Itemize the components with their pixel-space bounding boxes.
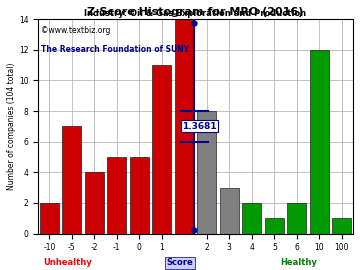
Bar bbox=[220, 188, 239, 234]
Bar bbox=[85, 172, 104, 234]
Text: The Research Foundation of SUNY: The Research Foundation of SUNY bbox=[41, 45, 189, 54]
Text: 1.3681: 1.3681 bbox=[182, 122, 217, 131]
Text: Score: Score bbox=[167, 258, 193, 267]
Bar bbox=[265, 218, 284, 234]
Text: ©www.textbiz.org: ©www.textbiz.org bbox=[41, 26, 111, 35]
Bar bbox=[175, 19, 194, 234]
Title: Z-Score Histogram for MRO (2016): Z-Score Histogram for MRO (2016) bbox=[87, 7, 304, 17]
Bar bbox=[287, 203, 306, 234]
Text: Industry: Oil & Gas Exploration and Production: Industry: Oil & Gas Exploration and Prod… bbox=[85, 9, 307, 18]
Bar bbox=[152, 65, 171, 234]
Bar bbox=[62, 126, 81, 234]
Text: Healthy: Healthy bbox=[280, 258, 317, 267]
Bar bbox=[332, 218, 351, 234]
Bar bbox=[40, 203, 59, 234]
Bar bbox=[310, 50, 329, 234]
Y-axis label: Number of companies (104 total): Number of companies (104 total) bbox=[7, 63, 16, 190]
Bar bbox=[242, 203, 261, 234]
Text: Unhealthy: Unhealthy bbox=[43, 258, 92, 267]
Bar bbox=[107, 157, 126, 234]
Bar bbox=[197, 111, 216, 234]
Bar bbox=[130, 157, 149, 234]
